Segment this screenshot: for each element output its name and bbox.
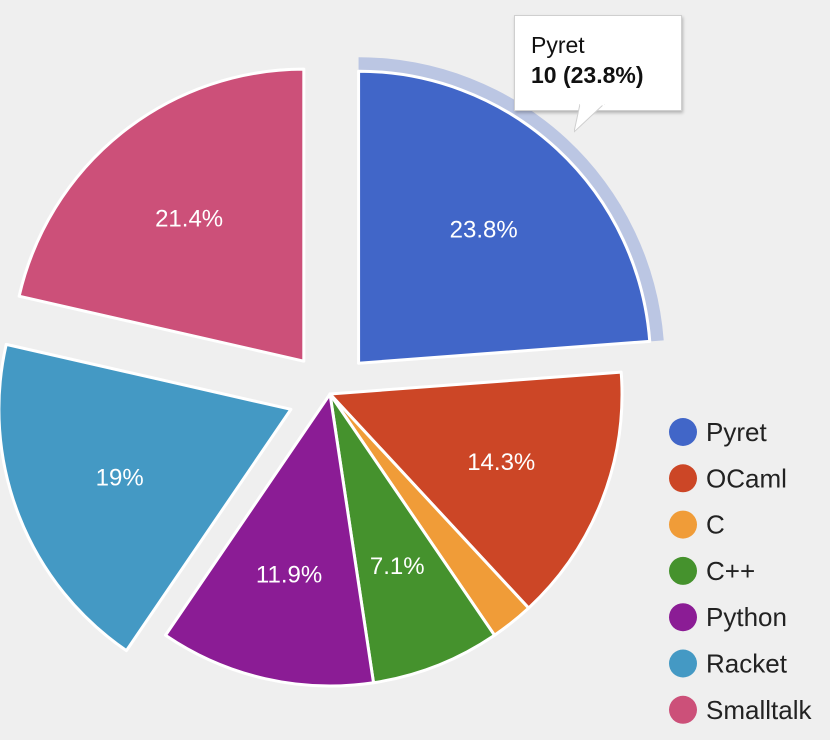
legend-label-python: Python (706, 602, 787, 632)
slice-label-cplusplus: 7.1% (370, 553, 425, 580)
legend-item-ocaml[interactable]: OCaml (669, 463, 787, 493)
legend-swatch-racket (669, 649, 697, 678)
slice-label-python: 11.9% (256, 561, 322, 588)
legend-item-smalltalk[interactable]: Smalltalk (669, 695, 812, 725)
legend-label-c: C (706, 510, 725, 540)
legend-swatch-ocaml (669, 464, 697, 493)
legend-label-pyret: Pyret (706, 417, 767, 447)
pie-slice-python[interactable] (164, 392, 376, 688)
pie-slice-cplusplus[interactable] (328, 392, 496, 685)
legend-item-pyret[interactable]: Pyret (669, 417, 767, 447)
legend-label-smalltalk: Smalltalk (706, 695, 812, 725)
pie-slice-labels: 23.8% 14.3% 7.1% 11.9% 19% 21.4% (96, 205, 536, 588)
legend-swatch-c (669, 510, 697, 539)
slice-label-smalltalk: 21.4% (155, 205, 223, 232)
slice-label-ocaml: 14.3% (467, 449, 535, 476)
legend-item-cplusplus[interactable]: C++ (669, 556, 755, 586)
pie-slice-ocaml[interactable] (328, 370, 624, 610)
legend-label-ocaml: OCaml (706, 463, 787, 493)
pie-slices (0, 57, 664, 688)
legend-label-racket: Racket (706, 649, 788, 679)
slice-label-pyret: 23.8% (450, 216, 518, 243)
pie-slice-racket[interactable] (0, 342, 293, 653)
legend-swatch-python (669, 603, 697, 632)
pie-slice-pyret[interactable] (357, 69, 652, 365)
slice-label-racket: 19% (96, 465, 144, 492)
tooltip-pointer (574, 104, 605, 133)
tooltip-value: 10 (23.8%) (531, 62, 644, 88)
tooltip: Pyret 10 (23.8%) (514, 15, 682, 111)
legend-item-python[interactable]: Python (669, 602, 787, 632)
tooltip-title: Pyret (531, 32, 585, 58)
legend: Pyret OCaml C C++ Python Racket Smalltalk (669, 417, 812, 725)
pie-slice-smalltalk[interactable] (17, 67, 306, 363)
legend-swatch-pyret (669, 418, 697, 446)
legend-swatch-cplusplus (669, 556, 697, 585)
legend-swatch-smalltalk (669, 695, 697, 724)
legend-item-racket[interactable]: Racket (669, 649, 788, 679)
legend-label-cplusplus: C++ (706, 556, 755, 586)
legend-item-c[interactable]: C (669, 510, 725, 540)
